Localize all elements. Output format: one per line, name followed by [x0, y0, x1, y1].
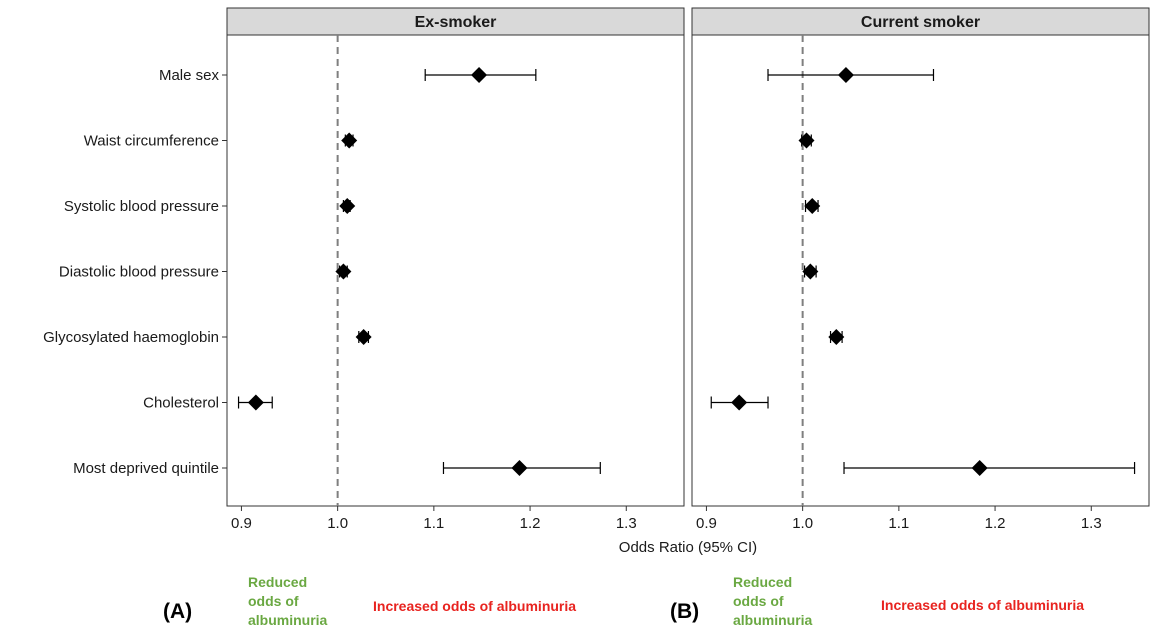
panel-frame-p1: [226, 34, 685, 507]
panel-label-a: (A): [163, 600, 193, 623]
reduced-odds-annotation-b: Reduced odds of albuminuria: [733, 574, 813, 628]
increased-odds-annotation-a: Increased odds of albuminuria: [373, 598, 577, 614]
estimate-marker-p1-5: [247, 394, 264, 411]
panel-title-p2: Current smoker: [861, 14, 980, 31]
panel-frame-p2: [691, 34, 1150, 507]
x-tick-label-p1-3: 1.2: [520, 515, 541, 532]
panel-strip-p1: [226, 7, 685, 36]
estimate-marker-p1-6: [511, 460, 528, 476]
estimate-marker-p1-4: [355, 329, 372, 345]
x-axis-label: Odds Ratio (95% CI): [619, 539, 757, 556]
estimate-marker-p1-0: [471, 67, 488, 83]
x-tick-label-p1-4: 1.3: [616, 515, 637, 532]
x-tick-label-p2-2: 1.1: [888, 515, 909, 532]
panel-label-b: (B): [670, 600, 700, 623]
increased-odds-annotation-b: Increased odds of albuminuria: [881, 597, 1085, 613]
estimate-marker-p1-3: [335, 263, 352, 280]
y-tick-label-6: Most deprived quintile: [73, 460, 219, 477]
estimate-marker-p1-2: [339, 198, 356, 214]
x-tick-label-p2-1: 1.0: [792, 515, 813, 532]
estimate-marker-p2-0: [837, 67, 854, 83]
panel-strip-p2: [691, 7, 1150, 36]
estimate-marker-p2-4: [828, 329, 845, 345]
x-tick-label-p2-0: 0.9: [696, 515, 717, 532]
y-tick-label-0: Male sex: [159, 67, 220, 84]
y-tick-label-5: Cholesterol: [143, 395, 219, 412]
x-tick-label-p2-4: 1.3: [1081, 515, 1102, 532]
y-tick-label-4: Glycosylated haemoglobin: [43, 329, 219, 346]
x-tick-label-p1-2: 1.1: [423, 515, 444, 532]
x-tick-label-p1-0: 0.9: [231, 515, 252, 532]
estimate-marker-p2-2: [804, 198, 821, 214]
estimate-marker-p1-1: [341, 132, 358, 149]
estimate-marker-p2-1: [798, 132, 815, 149]
estimate-marker-p2-6: [971, 460, 988, 476]
estimate-marker-p2-5: [731, 394, 748, 411]
y-tick-label-3: Diastolic blood pressure: [59, 264, 219, 281]
estimate-marker-p2-3: [802, 263, 819, 280]
x-tick-label-p1-1: 1.0: [327, 515, 348, 532]
y-tick-label-2: Systolic blood pressure: [64, 198, 219, 215]
y-tick-label-1: Waist circumference: [84, 133, 219, 150]
x-tick-label-p2-3: 1.2: [985, 515, 1006, 532]
panel-title-p1: Ex-smoker: [415, 14, 497, 31]
reduced-odds-annotation-a: Reduced odds of albuminuria: [248, 574, 328, 628]
